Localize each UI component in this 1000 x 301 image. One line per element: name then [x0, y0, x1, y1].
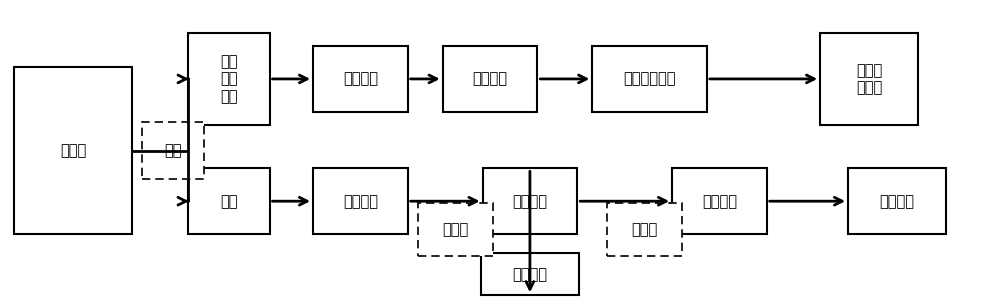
Bar [820, 33, 918, 125]
Bar [418, 203, 493, 256]
Bar [592, 46, 707, 112]
Text: 海红果
生物炭: 海红果 生物炭 [856, 63, 882, 95]
Text: 海红果醋: 海红果醋 [879, 194, 914, 209]
Text: 醋酸菌: 醋酸菌 [631, 222, 658, 237]
Text: 酵母菌: 酵母菌 [442, 222, 468, 237]
Text: 液氮冷冻: 液氮冷冻 [343, 194, 378, 209]
Text: 果梗
果皮
果核: 果梗 果皮 果核 [220, 54, 238, 104]
Text: 二次发酵: 二次发酵 [702, 194, 737, 209]
Bar [483, 168, 577, 234]
Bar [188, 168, 270, 234]
Bar [443, 46, 537, 112]
Bar [313, 168, 408, 234]
Text: 一次发酵: 一次发酵 [512, 194, 547, 209]
Text: 果肉: 果肉 [220, 194, 238, 209]
Bar [188, 33, 270, 125]
Bar [848, 168, 946, 234]
Bar [672, 168, 767, 234]
Bar [607, 203, 682, 256]
Bar [142, 122, 204, 179]
Bar [313, 46, 408, 112]
Text: 海红果酒: 海红果酒 [512, 267, 547, 282]
Text: 烘干破碎: 烘干破碎 [343, 71, 378, 86]
Text: 真空热解: 真空热解 [473, 71, 508, 86]
Text: 浸渍洗涤烘干: 浸渍洗涤烘干 [623, 71, 676, 86]
Text: 分离: 分离 [164, 143, 182, 158]
Bar [14, 67, 132, 234]
Text: 海红果: 海红果 [60, 143, 86, 158]
Bar [481, 253, 579, 295]
